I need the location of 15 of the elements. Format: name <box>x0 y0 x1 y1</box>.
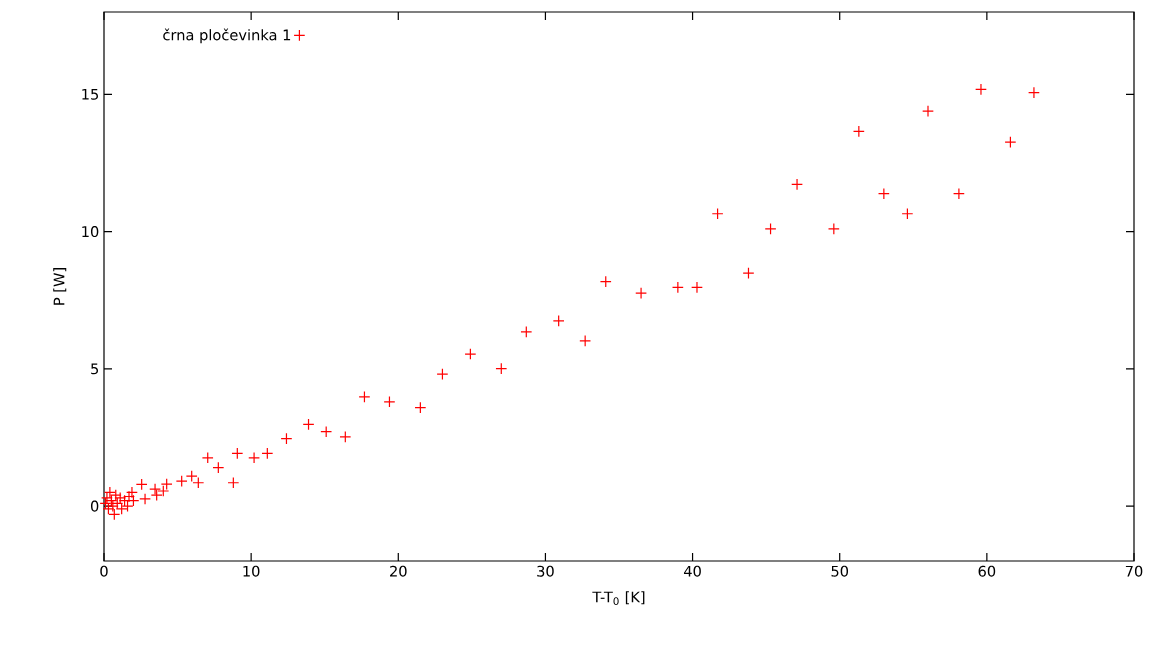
x-tick-label: 70 <box>1125 565 1143 577</box>
y-tick-label: 10 <box>82 226 99 238</box>
y-tick-label: 5 <box>91 363 99 375</box>
x-axis-title: T-T$_{0}$ [K] <box>592 591 645 606</box>
y-tick-label: 0 <box>90 500 99 512</box>
y-tick-label: 15 <box>82 88 99 100</box>
x-tick-label: 60 <box>978 565 996 577</box>
x-tick-label: 20 <box>390 565 407 577</box>
x-tick-label: 10 <box>243 565 260 577</box>
x-tick-label: 0 <box>100 565 108 577</box>
legend-label: črna pločevinka 1 <box>163 28 291 44</box>
x-tick-label: 30 <box>537 565 554 577</box>
y-axis-title: P [W] <box>53 268 67 305</box>
x-tick-label: 40 <box>683 565 701 577</box>
x-tick-label: 50 <box>831 565 849 577</box>
